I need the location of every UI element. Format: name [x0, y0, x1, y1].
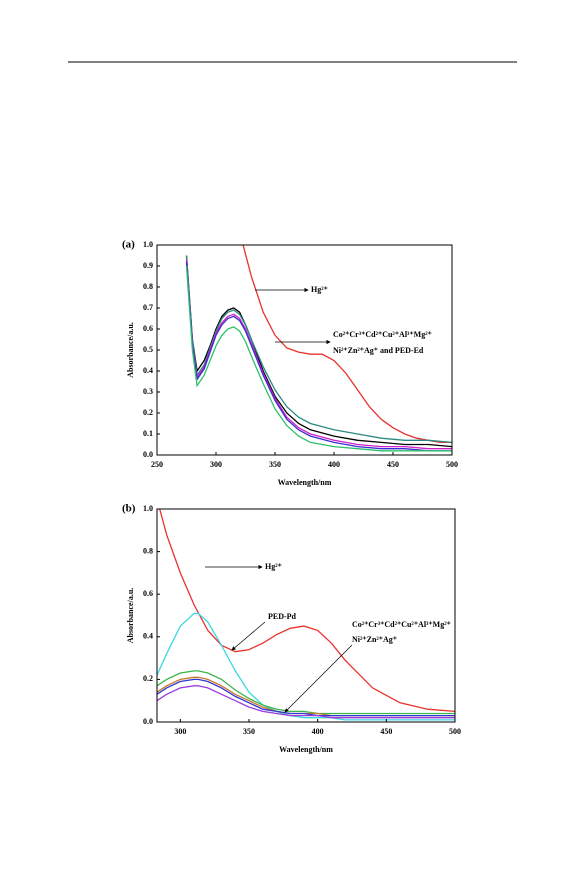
spectrum-line [185, 265, 452, 452]
y-tick-label: 0.0 [143, 717, 153, 726]
spectrum-line [185, 259, 452, 450]
annotation: Co²⁺Cr³⁺Cd²⁺Cu²⁺Al³⁺Mg²⁺ [352, 620, 451, 629]
panel-label: (a) [122, 239, 135, 251]
axes-frame [156, 508, 456, 723]
x-tick-label: 400 [328, 460, 340, 469]
x-tick-label: 350 [243, 727, 255, 736]
y-tick-label: 1.0 [143, 240, 153, 249]
spectrum-line [185, 261, 452, 452]
spectrum-line [157, 678, 455, 717]
annotation: Ni²⁺Zn²⁺Ag⁺ and PED-Ed [333, 346, 424, 355]
spectrum-line [157, 670, 455, 715]
spectrum-line [242, 245, 452, 444]
y-tick-label: 0.2 [143, 408, 153, 417]
x-tick-label: 450 [380, 727, 392, 736]
annotation: Hg²⁺ [265, 562, 282, 571]
y-tick-label: 0.7 [143, 303, 153, 312]
spectrum-line [157, 612, 455, 721]
y-tick-label: 0.6 [143, 589, 153, 598]
plot-area [185, 245, 452, 452]
annotation: Hg²⁺ [311, 285, 328, 294]
spectrum-line [159, 509, 455, 713]
x-tick-label: 350 [269, 460, 281, 469]
x-axis-label: Wavelength/nm [278, 478, 332, 487]
y-tick-label: 0.9 [143, 261, 153, 270]
x-tick-label: 300 [210, 460, 222, 469]
spectrum-line [185, 255, 452, 444]
annotation: Ni²⁺Zn²⁺Ag⁺ [352, 635, 397, 644]
y-tick-label: 0.1 [143, 429, 153, 438]
annotation: Co²⁺Cr³⁺Cd²⁺Cu²⁺Al³⁺Mg²⁺ [333, 330, 432, 339]
x-tick-label: 400 [312, 727, 324, 736]
y-tick-label: 0.0 [143, 450, 153, 459]
x-tick-label: 450 [387, 460, 399, 469]
y-tick-label: 0.5 [143, 345, 153, 354]
y-tick-label: 1.0 [143, 504, 153, 513]
y-tick-label: 0.2 [143, 674, 153, 683]
y-axis-label: Absorbance/a.u. [126, 322, 135, 378]
y-tick-label: 0.8 [143, 546, 153, 555]
annotation: PED-Pd [268, 612, 297, 621]
panel-label: (b) [122, 503, 136, 515]
x-axis-label: Wavelength/nm [279, 745, 333, 754]
x-tick-label: 300 [174, 727, 186, 736]
plot-area [157, 509, 455, 721]
annotation-arrow [231, 621, 266, 651]
y-axis-label: Absorbance/a.u. [126, 588, 135, 644]
spectrum-line [157, 676, 455, 717]
y-tick-label: 0.4 [143, 632, 153, 641]
x-tick-label: 250 [151, 460, 163, 469]
y-tick-label: 0.3 [143, 387, 153, 396]
y-tick-label: 0.6 [143, 324, 153, 333]
y-tick-label: 0.4 [143, 366, 153, 375]
x-tick-label: 500 [446, 460, 458, 469]
y-tick-label: 0.8 [143, 282, 153, 291]
spectrum-line [157, 685, 455, 719]
x-tick-label: 500 [449, 727, 461, 736]
annotation-arrow [284, 644, 353, 713]
